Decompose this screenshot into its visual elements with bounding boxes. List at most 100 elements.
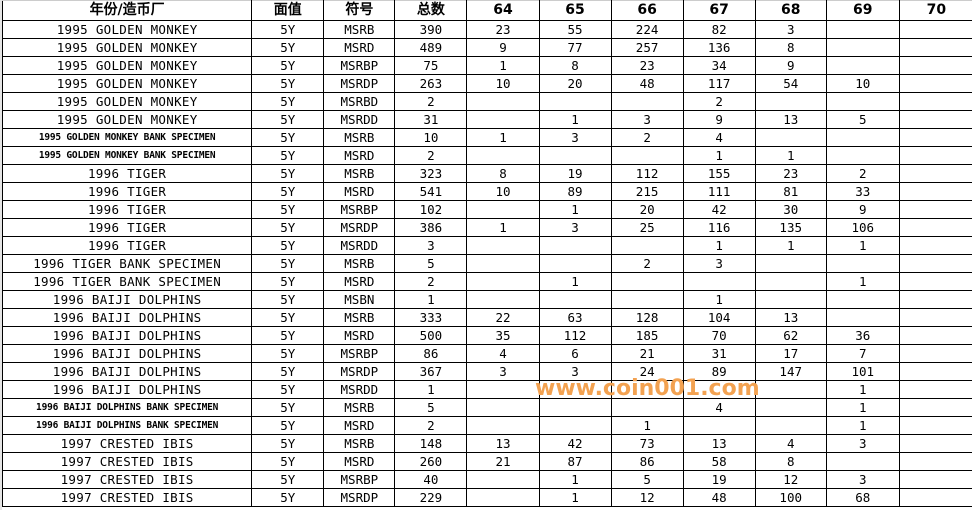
cell-total[interactable]: 75 [394, 56, 468, 75]
cell-face-value[interactable]: 5Y [251, 20, 325, 39]
cell-y69[interactable]: 36 [825, 326, 900, 345]
cell-face-value[interactable]: 5Y [251, 164, 325, 183]
cell-y68[interactable]: 13 [754, 308, 827, 327]
cell-y65[interactable] [538, 254, 612, 273]
cell-name[interactable]: 1997 CRESTED IBIS [1, 434, 253, 453]
cell-y64[interactable]: 13 [466, 434, 540, 453]
cell-total[interactable]: 31 [394, 110, 468, 129]
cell-total[interactable]: 2 [394, 272, 468, 291]
cell-y67[interactable]: 3 [682, 254, 756, 273]
cell-y66[interactable]: 25 [610, 218, 684, 237]
cell-symbol[interactable]: MSRDP [323, 218, 396, 237]
cell-y69[interactable]: 1 [825, 272, 900, 291]
cell-y68[interactable]: 62 [754, 326, 827, 345]
cell-y70[interactable] [898, 434, 972, 453]
cell-y67[interactable]: 70 [682, 326, 756, 345]
cell-name[interactable]: 1996 BAIJI DOLPHINS [1, 362, 253, 381]
cell-y70[interactable] [898, 164, 972, 183]
cell-face-value[interactable]: 5Y [251, 110, 325, 129]
cell-y65[interactable] [538, 290, 612, 309]
cell-y70[interactable] [898, 254, 972, 273]
cell-y67[interactable]: 4 [682, 398, 756, 417]
cell-y66[interactable] [610, 398, 684, 417]
cell-symbol[interactable]: MSRDD [323, 236, 396, 255]
cell-name[interactable]: 1996 TIGER [1, 164, 253, 183]
cell-y66[interactable]: 3 [610, 110, 684, 129]
cell-y67[interactable]: 155 [682, 164, 756, 183]
cell-y64[interactable] [466, 398, 540, 417]
cell-name[interactable]: 1996 BAIJI DOLPHINS [1, 326, 253, 345]
cell-total[interactable]: 2 [394, 146, 468, 165]
cell-y68[interactable]: 9 [754, 56, 827, 75]
cell-y64[interactable]: 9 [466, 38, 540, 57]
cell-y65[interactable] [538, 146, 612, 165]
cell-y67[interactable]: 19 [682, 470, 756, 489]
cell-name[interactable]: 1996 TIGER BANK SPECIMEN [1, 254, 253, 273]
header-y65[interactable]: 65 [538, 0, 612, 21]
cell-y70[interactable] [898, 362, 972, 381]
cell-symbol[interactable]: MSRBP [323, 344, 396, 363]
cell-symbol[interactable]: MSRD [323, 182, 396, 201]
cell-y68[interactable] [754, 290, 827, 309]
cell-y64[interactable]: 4 [466, 344, 540, 363]
cell-name[interactable]: 1995 GOLDEN MONKEY [1, 20, 253, 39]
cell-y64[interactable] [466, 236, 540, 255]
cell-y66[interactable]: 185 [610, 326, 684, 345]
cell-face-value[interactable]: 5Y [251, 92, 325, 111]
cell-y69[interactable] [825, 56, 900, 75]
cell-symbol[interactable]: MSRDD [323, 110, 396, 129]
cell-total[interactable]: 500 [394, 326, 468, 345]
cell-y65[interactable]: 3 [538, 218, 612, 237]
cell-face-value[interactable]: 5Y [251, 308, 325, 327]
cell-total[interactable]: 323 [394, 164, 468, 183]
cell-y67[interactable]: 104 [682, 308, 756, 327]
cell-name[interactable]: 1996 TIGER BANK SPECIMEN [1, 272, 253, 291]
cell-y66[interactable]: 2 [610, 254, 684, 273]
cell-total[interactable]: 260 [394, 452, 468, 471]
cell-y64[interactable] [466, 416, 540, 435]
cell-y67[interactable]: 13 [682, 434, 756, 453]
cell-face-value[interactable]: 5Y [251, 452, 325, 471]
cell-y66[interactable]: 215 [610, 182, 684, 201]
cell-total[interactable]: 2 [394, 92, 468, 111]
cell-symbol[interactable]: MSRD [323, 416, 396, 435]
cell-symbol[interactable]: MSRB [323, 398, 396, 417]
cell-y64[interactable] [466, 200, 540, 219]
header-y69[interactable]: 69 [825, 0, 900, 21]
cell-y70[interactable] [898, 488, 972, 507]
cell-y67[interactable]: 136 [682, 38, 756, 57]
cell-y66[interactable] [610, 146, 684, 165]
cell-face-value[interactable]: 5Y [251, 344, 325, 363]
cell-y69[interactable]: 7 [825, 344, 900, 363]
cell-y69[interactable] [825, 308, 900, 327]
cell-symbol[interactable]: MSRDP [323, 362, 396, 381]
cell-y65[interactable]: 55 [538, 20, 612, 39]
header-y64[interactable]: 64 [466, 0, 540, 21]
cell-y65[interactable] [538, 416, 612, 435]
cell-name[interactable]: 1995 GOLDEN MONKEY BANK SPECIMEN [1, 128, 253, 147]
cell-y70[interactable] [898, 182, 972, 201]
cell-y65[interactable]: 77 [538, 38, 612, 57]
cell-face-value[interactable]: 5Y [251, 272, 325, 291]
cell-y66[interactable]: 48 [610, 74, 684, 93]
cell-total[interactable]: 2 [394, 416, 468, 435]
cell-y70[interactable] [898, 218, 972, 237]
cell-y64[interactable] [466, 146, 540, 165]
cell-total[interactable]: 102 [394, 200, 468, 219]
header-name[interactable]: 年份/造币厂 [1, 0, 253, 21]
cell-y65[interactable]: 1 [538, 470, 612, 489]
cell-y70[interactable] [898, 200, 972, 219]
header-total[interactable]: 总数 [394, 0, 468, 21]
cell-y66[interactable]: 86 [610, 452, 684, 471]
cell-y66[interactable]: 20 [610, 200, 684, 219]
cell-face-value[interactable]: 5Y [251, 182, 325, 201]
cell-y67[interactable]: 4 [682, 128, 756, 147]
cell-y68[interactable]: 100 [754, 488, 827, 507]
cell-face-value[interactable]: 5Y [251, 74, 325, 93]
cell-symbol[interactable]: MSRD [323, 452, 396, 471]
cell-name[interactable]: 1996 BAIJI DOLPHINS [1, 290, 253, 309]
cell-face-value[interactable]: 5Y [251, 470, 325, 489]
cell-y68[interactable]: 135 [754, 218, 827, 237]
cell-y67[interactable]: 1 [682, 236, 756, 255]
cell-total[interactable]: 541 [394, 182, 468, 201]
